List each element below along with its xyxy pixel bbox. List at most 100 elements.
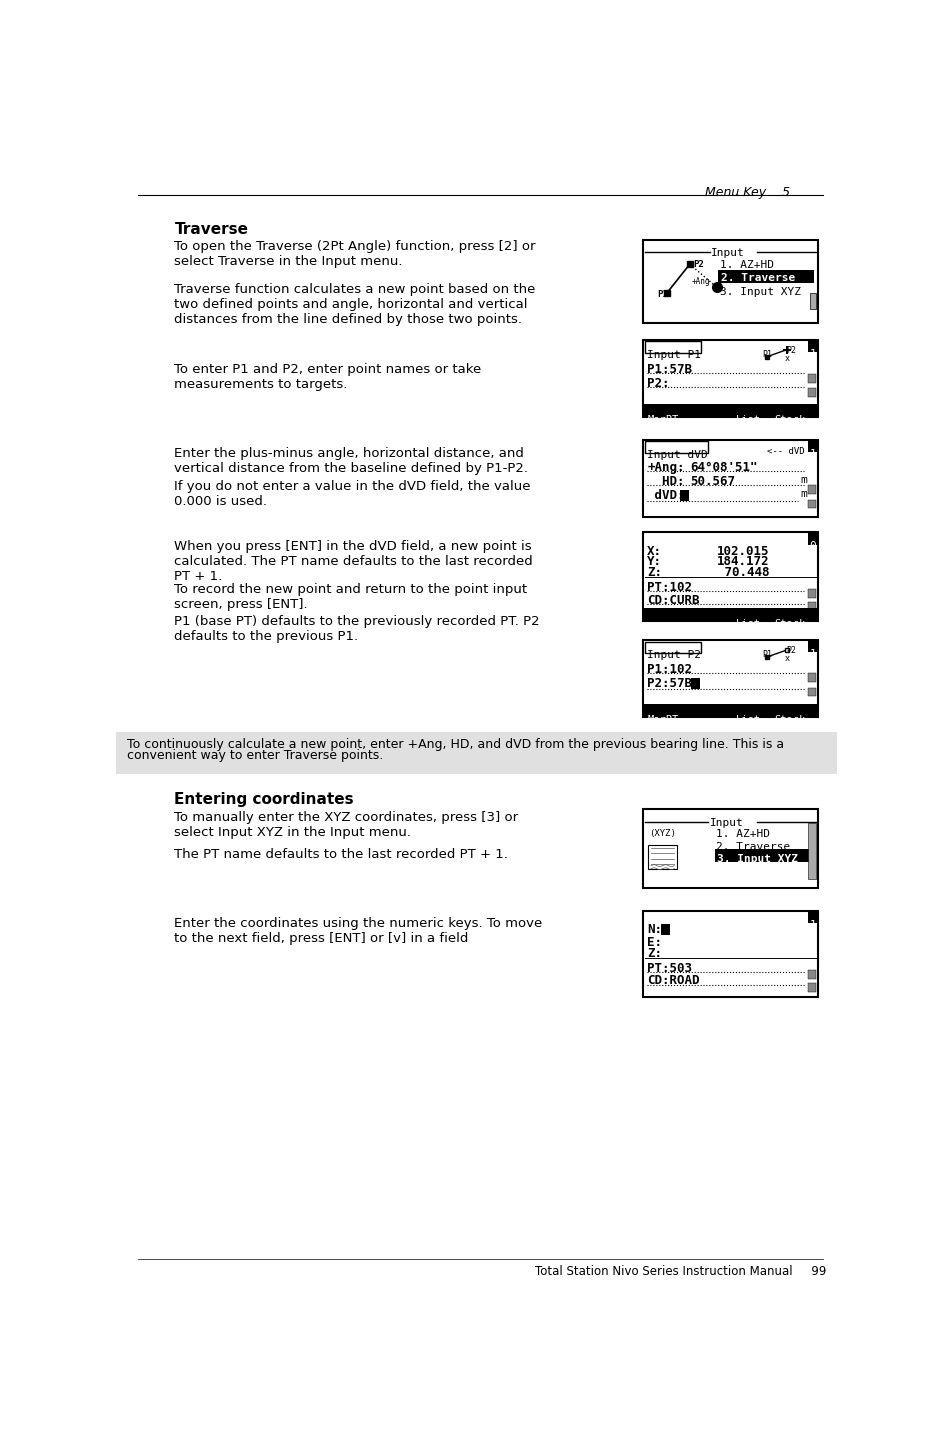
Text: Input dVD: Input dVD xyxy=(647,450,708,460)
Text: CD:ROAD: CD:ROAD xyxy=(647,974,699,987)
Bar xyxy=(807,339,817,352)
Text: Traverse function calculates a new point based on the
two defined points and ang: Traverse function calculates a new point… xyxy=(175,284,536,326)
Text: Input: Input xyxy=(710,818,743,828)
Bar xyxy=(644,404,817,417)
Bar xyxy=(644,441,709,453)
Bar xyxy=(807,640,817,653)
Bar xyxy=(644,533,817,620)
Bar xyxy=(807,485,816,494)
Bar xyxy=(807,500,816,508)
Text: To enter P1 and P2, enter point names or take
measurements to targets.: To enter P1 and P2, enter point names or… xyxy=(175,362,482,391)
Text: P1: P1 xyxy=(658,291,668,299)
Text: Total Station Nivo Series Instruction Manual     99: Total Station Nivo Series Instruction Ma… xyxy=(535,1266,826,1279)
Text: Stack: Stack xyxy=(774,716,805,726)
Text: Traverse: Traverse xyxy=(175,222,248,236)
Bar xyxy=(807,440,817,453)
Text: MsrPT: MsrPT xyxy=(647,415,678,425)
Text: P1: P1 xyxy=(762,650,772,659)
Text: x: x xyxy=(785,354,790,362)
Bar xyxy=(644,341,700,352)
Bar xyxy=(807,533,817,544)
Text: List: List xyxy=(736,415,761,425)
Text: Menu Key    5: Menu Key 5 xyxy=(705,186,790,199)
Text: MsrPT: MsrPT xyxy=(647,716,678,726)
Text: 1: 1 xyxy=(810,649,817,659)
Text: List: List xyxy=(736,619,761,629)
Bar xyxy=(807,971,816,979)
Bar xyxy=(810,294,817,309)
Text: 64°08'51": 64°08'51" xyxy=(690,461,757,474)
Bar xyxy=(807,911,817,924)
Text: +Ang:: +Ang: xyxy=(647,461,684,474)
Text: P1:102: P1:102 xyxy=(647,663,692,676)
Text: Stack: Stack xyxy=(774,619,805,629)
Text: 0: 0 xyxy=(810,541,817,551)
Text: X:: X: xyxy=(647,544,662,557)
Text: 1. AZ+HD: 1. AZ+HD xyxy=(716,829,770,839)
Bar xyxy=(644,705,817,717)
Text: P1:57B: P1:57B xyxy=(647,362,692,375)
Bar xyxy=(715,849,814,862)
Text: P2:: P2: xyxy=(647,377,670,390)
Text: convenient way to enter Traverse points.: convenient way to enter Traverse points. xyxy=(127,749,383,762)
Text: 2. Traverse: 2. Traverse xyxy=(721,274,795,284)
Text: 2. Traverse: 2. Traverse xyxy=(716,842,790,852)
Bar xyxy=(644,911,817,997)
Text: P2: P2 xyxy=(787,347,797,355)
Text: Z:: Z: xyxy=(647,947,662,961)
Text: P1 (base PT) defaults to the previously recorded PT. P2
defaults to the previous: P1 (base PT) defaults to the previously … xyxy=(175,614,540,643)
Text: List: List xyxy=(736,716,761,726)
Bar xyxy=(681,490,689,501)
Text: m: m xyxy=(801,490,807,500)
Bar xyxy=(644,339,817,417)
Text: Z:: Z: xyxy=(647,566,662,579)
Text: x: x xyxy=(785,654,790,663)
Text: (XYZ): (XYZ) xyxy=(649,829,676,838)
Bar xyxy=(807,687,816,696)
Text: +Ang: +Ang xyxy=(691,276,710,285)
Text: 50.567: 50.567 xyxy=(690,475,735,488)
Bar xyxy=(644,607,817,620)
Text: m: m xyxy=(801,475,807,485)
Text: Entering coordinates: Entering coordinates xyxy=(175,792,354,806)
Text: Input P2: Input P2 xyxy=(647,650,701,660)
Text: To manually enter the XYZ coordinates, press [3] or
select Input XYZ in the Inpu: To manually enter the XYZ coordinates, p… xyxy=(175,811,519,839)
Text: Input P1: Input P1 xyxy=(647,349,701,359)
Text: To record the new point and return to the point input
screen, press [ENT].: To record the new point and return to th… xyxy=(175,583,527,611)
Text: 1: 1 xyxy=(810,349,817,359)
Text: P1: P1 xyxy=(762,349,772,358)
Text: HD:: HD: xyxy=(647,475,684,488)
Bar xyxy=(807,603,816,610)
Bar xyxy=(807,388,816,397)
Text: When you press [ENT] in the dVD field, a new point is
calculated. The PT name de: When you press [ENT] in the dVD field, a… xyxy=(175,540,533,583)
Bar xyxy=(644,640,817,717)
Text: Enter the coordinates using the numeric keys. To move
to the next field, press [: Enter the coordinates using the numeric … xyxy=(175,918,542,945)
Bar xyxy=(807,823,816,879)
Bar xyxy=(644,440,817,517)
Text: E:: E: xyxy=(647,935,662,948)
Text: 1: 1 xyxy=(810,921,817,931)
Text: PT:102: PT:102 xyxy=(647,581,692,594)
Text: dVD:: dVD: xyxy=(647,490,684,503)
Bar xyxy=(648,845,677,869)
Text: N:: N: xyxy=(647,924,662,937)
Text: If you do not enter a value in the dVD field, the value
0.000 is used.: If you do not enter a value in the dVD f… xyxy=(175,480,531,508)
Text: 3. Input XYZ: 3. Input XYZ xyxy=(720,288,801,298)
Bar xyxy=(807,374,816,382)
Text: PT:503: PT:503 xyxy=(647,962,692,975)
Text: The PT name defaults to the last recorded PT + 1.: The PT name defaults to the last recorde… xyxy=(175,848,509,861)
Text: 184.172: 184.172 xyxy=(717,556,769,569)
Text: To open the Traverse (2Pt Angle) function, press [2] or
select Traverse in the I: To open the Traverse (2Pt Angle) functio… xyxy=(175,239,536,268)
Text: 1. AZ+HD: 1. AZ+HD xyxy=(720,259,774,269)
Bar xyxy=(718,271,814,282)
Bar xyxy=(661,924,670,935)
Text: 70.448: 70.448 xyxy=(717,566,769,579)
Bar xyxy=(116,732,837,773)
Bar xyxy=(644,239,817,322)
Text: To continuously calculate a new point, enter +Ang, HD, and dVD from the previous: To continuously calculate a new point, e… xyxy=(127,737,784,750)
Text: P2: P2 xyxy=(787,646,797,656)
Text: Y:: Y: xyxy=(647,556,662,569)
Text: P2: P2 xyxy=(693,261,704,269)
Bar xyxy=(807,984,816,992)
Text: <-- dVD: <-- dVD xyxy=(767,447,804,457)
